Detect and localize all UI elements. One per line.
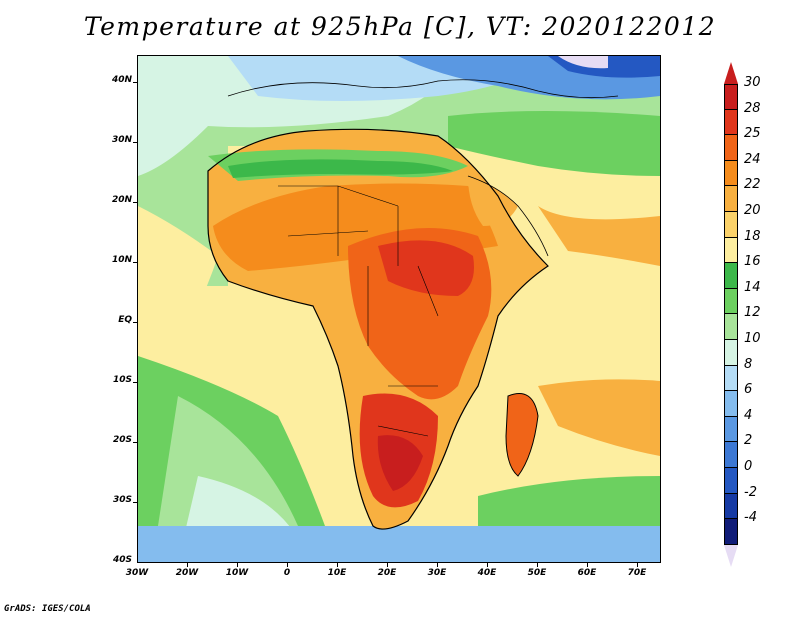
lon-tick bbox=[237, 562, 238, 567]
lat-label-30n: 30N bbox=[111, 135, 132, 145]
lon-label-30e: 30E bbox=[427, 568, 447, 578]
colorbar-label: 18 bbox=[744, 228, 761, 244]
lon-tick bbox=[187, 562, 188, 567]
grads-credit: GrADS: IGES/COLA bbox=[4, 604, 91, 614]
colorbar-bin bbox=[724, 186, 738, 212]
lat-label-eq: EQ bbox=[118, 315, 132, 325]
lon-tick bbox=[587, 562, 588, 567]
lat-label-40n: 40N bbox=[111, 75, 132, 85]
colorbar-top-arrow bbox=[724, 62, 738, 84]
colorbar-label: 20 bbox=[744, 203, 761, 218]
lon-label-50e: 50E bbox=[527, 568, 547, 578]
lon-label-20w: 20W bbox=[175, 568, 199, 578]
colorbar-label: 4 bbox=[744, 407, 753, 423]
sahara-cool-strip bbox=[228, 159, 453, 178]
colorbar-label: 16 bbox=[744, 254, 761, 270]
colorbar-label: -4 bbox=[744, 510, 757, 526]
lat-tick bbox=[133, 322, 138, 323]
colorbar-bin bbox=[724, 416, 738, 443]
colorbar-label: 10 bbox=[744, 331, 761, 346]
lon-label-20e: 20E bbox=[377, 568, 397, 578]
colorbar-label: 12 bbox=[744, 305, 761, 321]
lon-tick bbox=[337, 562, 338, 567]
lat-tick bbox=[133, 502, 138, 503]
lon-label-10w: 10W bbox=[225, 568, 249, 578]
lon-label-0: 0 bbox=[283, 568, 291, 578]
colorbar-label: 30 bbox=[744, 75, 761, 90]
map-title: Temperature at 925hPa [C], VT: 202012201… bbox=[83, 12, 717, 41]
madagascar-coastline bbox=[505, 393, 539, 477]
colorbar-bin bbox=[724, 493, 738, 520]
colorbar-label: 8 bbox=[744, 356, 753, 372]
lat-label-10n: 10N bbox=[111, 255, 132, 265]
lat-tick bbox=[133, 202, 138, 203]
lat-tick bbox=[133, 262, 138, 263]
colorbar-label: 14 bbox=[744, 279, 761, 295]
lat-tick bbox=[133, 442, 138, 443]
lon-tick bbox=[487, 562, 488, 567]
colorbar-bottom-arrow bbox=[724, 544, 738, 567]
lon-label-10e: 10E bbox=[327, 568, 347, 578]
red-sea-coastline bbox=[467, 175, 549, 257]
lat-tick bbox=[133, 382, 138, 383]
colorbar-bin bbox=[724, 365, 738, 392]
colorbar-bin bbox=[724, 212, 738, 238]
colorbar-label: 0 bbox=[744, 459, 753, 474]
africa-coastline bbox=[207, 128, 549, 530]
colorbar-label: 2 bbox=[744, 433, 753, 449]
middle-east-mild-zone bbox=[448, 111, 660, 176]
colorbar-bin bbox=[724, 391, 738, 417]
coldest-pocket bbox=[558, 56, 608, 69]
lat-label-30s: 30S bbox=[112, 495, 132, 505]
lon-tick bbox=[437, 562, 438, 567]
lon-label-40e: 40E bbox=[477, 568, 497, 578]
southern-ocean-cold-band bbox=[138, 526, 660, 562]
arabian-peninsula-warm-zone bbox=[468, 176, 518, 226]
central-africa-core bbox=[378, 240, 474, 296]
south-atlantic-cool-zone bbox=[158, 396, 298, 526]
country-borders bbox=[278, 185, 439, 437]
south-indian-ocean-mild-zone bbox=[478, 476, 660, 526]
lon-tick bbox=[387, 562, 388, 567]
lat-label-20s: 20S bbox=[112, 435, 132, 445]
lat-tick bbox=[133, 82, 138, 83]
colorbar-label: 22 bbox=[744, 177, 761, 193]
madagascar-warm-zone bbox=[506, 393, 538, 476]
colorbar-bin bbox=[724, 314, 738, 340]
lat-label-40s: 40S bbox=[112, 555, 132, 565]
colorbar-label: 25 bbox=[744, 126, 761, 142]
colorbar-bin bbox=[724, 135, 738, 161]
lon-tick bbox=[537, 562, 538, 567]
colorbar-bin bbox=[724, 109, 738, 136]
europe-coastline bbox=[227, 79, 619, 99]
lat-tick bbox=[133, 142, 138, 143]
kalahari-core bbox=[377, 435, 423, 491]
colorbar-bin bbox=[724, 288, 738, 315]
south-indian-ocean-warm-zone bbox=[538, 379, 660, 456]
colorbar-bin bbox=[724, 263, 738, 289]
colorbar-bin bbox=[724, 468, 738, 494]
colorbar-label: 24 bbox=[744, 151, 761, 167]
colorbar-bin bbox=[724, 340, 738, 366]
temperature-field-map bbox=[138, 56, 660, 562]
lon-label-30w: 30W bbox=[125, 568, 149, 578]
north-atlantic-warm-tongue bbox=[138, 206, 218, 356]
colorbar-bin bbox=[724, 519, 738, 545]
arabian-sea-warm-zone bbox=[538, 206, 660, 266]
colorbar-bin bbox=[724, 237, 738, 264]
colorbar-label: 28 bbox=[744, 100, 761, 116]
colorbar-bin bbox=[724, 442, 738, 468]
lon-label-60e: 60E bbox=[577, 568, 597, 578]
colorbar-label: 6 bbox=[744, 382, 753, 398]
lon-tick bbox=[637, 562, 638, 567]
lat-label-20n: 20N bbox=[111, 195, 132, 205]
map-plot-area bbox=[137, 55, 661, 563]
colorbar-bin bbox=[724, 84, 738, 110]
colorbar-label: -2 bbox=[744, 484, 757, 500]
lon-tick bbox=[287, 562, 288, 567]
colorbar-bin bbox=[724, 160, 738, 187]
lon-label-70e: 70E bbox=[627, 568, 647, 578]
lat-label-10s: 10S bbox=[112, 375, 132, 385]
